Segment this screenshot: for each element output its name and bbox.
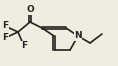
Text: F: F [21, 42, 27, 50]
Text: F: F [2, 22, 8, 30]
Text: N: N [74, 31, 82, 41]
Text: O: O [26, 5, 34, 15]
Text: F: F [2, 34, 8, 43]
